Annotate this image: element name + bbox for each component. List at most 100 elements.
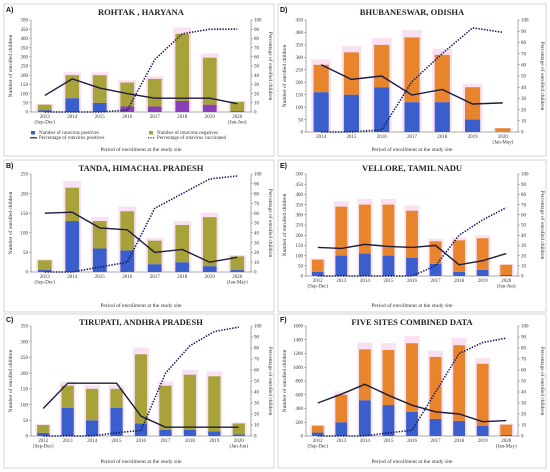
x-tick-label-line: (Sep-Dec) (308, 285, 329, 290)
y2-tick-label: 90 (254, 28, 260, 33)
chart-title: FIVE SITES COMBINED DATA (351, 317, 473, 327)
bar-positives (404, 102, 420, 132)
x-tick-label-line: 2014 (87, 439, 98, 444)
x-tick-label: 2013 (Sep-Dec) (34, 275, 55, 286)
line-pct-vaccinated (317, 337, 507, 437)
bar-positives (159, 429, 172, 436)
y2-tick-label: 0 (254, 271, 257, 276)
x-tick-label-line: 2017 (431, 439, 442, 444)
y-tick-label: 250 (296, 224, 304, 229)
y2-tick-label: 40 (521, 86, 527, 91)
bar-positives (343, 94, 359, 132)
x-tick-label-line: 2019 (468, 135, 479, 140)
y2-tick-label: 60 (254, 369, 260, 374)
x-tick-label-line: 2017 (407, 135, 418, 140)
y-tick-label: 0 (301, 131, 304, 136)
x-tick-label-line: 2015 (383, 439, 394, 444)
y2-tick-label: 100 (521, 19, 529, 24)
x-tick-label-line: 2018 (185, 439, 196, 444)
x-tick-label-line: 2018 (177, 115, 188, 120)
y2-tick-label: 10 (254, 424, 260, 429)
bar-positives (175, 262, 190, 272)
x-tick-label: 2018 (437, 135, 448, 140)
y2-tick-label: 70 (254, 202, 260, 207)
y2-tick-label: 70 (254, 358, 260, 363)
x-tick-label: 2014 (316, 135, 327, 140)
y-tick-label: 150 (21, 83, 29, 88)
panel-frame (277, 313, 547, 469)
y-tick-label: 150 (21, 388, 29, 393)
y-tick-label: 100 (21, 232, 29, 237)
bar-negatives (359, 349, 371, 401)
bar-negatives (429, 356, 442, 419)
bar-positives (374, 87, 390, 132)
y-tick-label: 350 (21, 46, 29, 51)
bar-negatives (500, 424, 513, 435)
x-tick-label-line: (Sep-Dec) (34, 281, 55, 286)
x-tick-label: 2014 (360, 439, 371, 444)
bar-negatives (335, 394, 348, 423)
bar-positives (406, 257, 418, 276)
y-tick-label: 1200 (293, 352, 304, 357)
x-tick-label: 2015 (383, 279, 394, 284)
y-tick-label: 150 (296, 244, 304, 249)
bar-negatives (374, 44, 390, 88)
bar-negatives (120, 82, 135, 107)
bar-negatives (335, 206, 348, 256)
bar-negatives (175, 33, 190, 101)
x-tick-label: 2013 (336, 279, 347, 284)
x-tick-label-line: 2014 (316, 135, 327, 140)
x-tick-label-line: 2016 (377, 135, 388, 140)
line-pct-positive (44, 78, 238, 105)
x-tick-label-line: 2013 (40, 115, 51, 120)
y2-tick-label: 40 (254, 391, 260, 396)
x-tick-label-line: 2015 (112, 439, 123, 444)
x-tick-label-line: 2015 (383, 279, 394, 284)
bar-positives (65, 98, 80, 112)
y2-axis-label: Percentage of enrolled children (267, 189, 274, 258)
bar-negatives (86, 388, 99, 421)
y2-tick-label: 10 (254, 102, 260, 107)
y2-tick-label: 100 (254, 325, 262, 330)
x-tick-label-line: (Jan-Jun) (228, 121, 247, 126)
y2-tick-label: 100 (254, 19, 262, 24)
x-tick-label: 2017 (150, 275, 161, 280)
line-pct-vaccinated (43, 326, 239, 437)
y2-tick-label: 50 (521, 75, 527, 80)
x-tick-label: 2012 (Sep-Dec) (308, 279, 329, 290)
x-tick-label-line: 2013 (336, 279, 347, 284)
bar-negatives (382, 350, 395, 406)
y-tick-label: 250 (21, 173, 29, 178)
x-tick-label-line: 2014 (360, 439, 371, 444)
x-tick-label: 2018 (454, 439, 465, 444)
bar-negatives (406, 210, 418, 258)
legend-swatch-positives (31, 131, 35, 135)
y2-tick-label: 60 (521, 64, 527, 69)
y-tick-label: 200 (296, 81, 304, 86)
bar-positives (202, 104, 217, 112)
x-tick-label: 2014 (360, 279, 371, 284)
y-tick-label: 1600 (293, 325, 304, 330)
x-tick-label-line: 2020 (501, 279, 512, 284)
bar-positives (86, 420, 99, 436)
bar-positives (65, 221, 80, 272)
y2-axis-label: Percentage of enrolled children (539, 42, 546, 111)
y2-tick-label: 80 (254, 37, 260, 42)
x-tick-label: 2019 (209, 439, 220, 444)
legend-label-pct_vaccinated: Percentage of rotavirus vaccinated (157, 136, 226, 141)
x-tick-label: 2015 (112, 439, 123, 444)
x-axis-label: Period of enrollment at the study site (371, 302, 453, 309)
y-tick-label: 400 (21, 37, 29, 42)
legend-label-positives: Number of rotavirus positives (39, 131, 99, 136)
chart-panel-3: B) TANDA, HIMACHAL PRADESH050100150200250… (3, 159, 275, 313)
panel-letter: D) (280, 7, 287, 14)
y2-tick-label: 90 (254, 336, 260, 341)
y-axis-label: Number of enrolled children (7, 34, 14, 97)
y-tick-label: 500 (21, 19, 29, 24)
x-tick-label-line: 2015 (95, 275, 106, 280)
y-tick-label: 50 (298, 265, 304, 270)
panel-letter: C) (6, 317, 13, 324)
y2-tick-label: 10 (521, 424, 527, 429)
x-tick-label: 2020 (Jan-Jun) (228, 115, 247, 126)
x-tick-label-line: (Jan-May) (496, 445, 517, 450)
